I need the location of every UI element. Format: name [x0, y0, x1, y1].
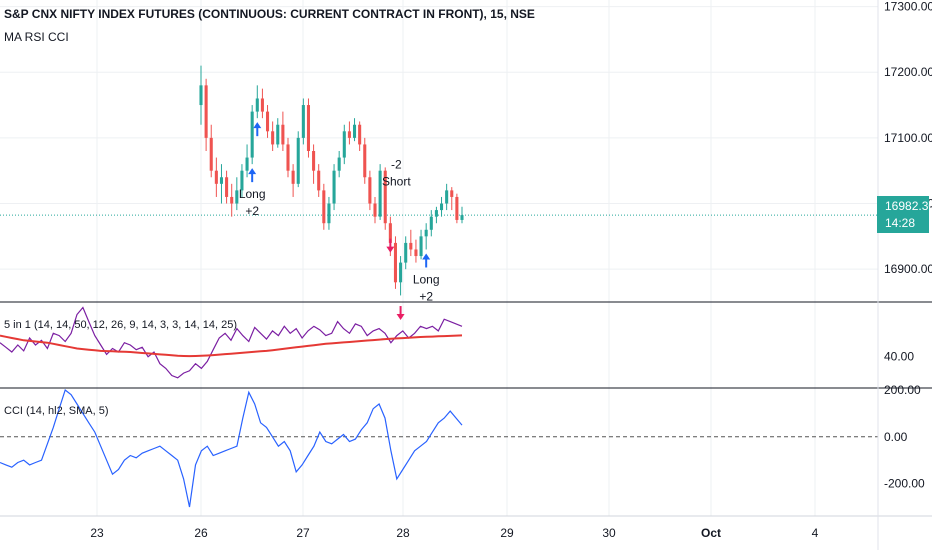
grid-lines — [0, 0, 878, 516]
candle-body — [414, 249, 418, 257]
candle-body — [409, 242, 413, 250]
rsi-legend: 5 in 1 (14, 14, 50, 12, 26, 9, 14, 3, 3,… — [4, 319, 237, 331]
candle-body — [455, 196, 459, 220]
candle-body — [439, 203, 444, 211]
candle-body — [383, 170, 387, 224]
candle-body — [265, 111, 270, 132]
series-line — [0, 388, 463, 508]
price-tick-label: 17300.00 — [884, 0, 932, 14]
candle-body — [373, 203, 377, 217]
candle-body — [363, 144, 367, 178]
candle-body — [199, 85, 203, 106]
price-tick-label: 16900.00 — [884, 262, 932, 276]
candle-body — [276, 124, 280, 145]
candle-body — [342, 131, 346, 158]
signal-label: Long — [413, 272, 440, 286]
candle-body — [352, 124, 357, 138]
indicator-tick-label: 40.00 — [884, 350, 914, 364]
signal-label: Long — [239, 187, 266, 201]
candle-body — [368, 177, 372, 204]
price-pane: Long +2 -2 Short Long +2 — [0, 65, 878, 321]
candle-body — [245, 157, 249, 171]
indicator-list-label: MA RSI CCI — [4, 30, 69, 44]
indicator-tick-label: -200.00 — [884, 477, 925, 491]
candle-body — [250, 111, 254, 158]
cci-legend: CCI (14, hl2, SMA, 5) — [4, 405, 109, 417]
chart-title: S&P CNX NIFTY INDEX FUTURES (CONTINUOUS:… — [4, 7, 535, 21]
candle-body — [301, 105, 305, 138]
candle-body — [388, 223, 392, 243]
candle-body — [225, 177, 229, 197]
candle-body — [291, 170, 295, 184]
buy-arrow-icon — [248, 168, 257, 175]
buy-arrow-icon — [422, 253, 431, 260]
candle-body — [393, 242, 398, 283]
last-price-tag-bg — [877, 196, 929, 233]
price-tick-label: 17100.00 — [884, 131, 932, 145]
candle-body — [271, 131, 275, 145]
candle-body — [204, 85, 208, 138]
x-tick-label: 23 — [90, 526, 104, 540]
x-tick-label: 4 — [812, 526, 819, 540]
x-tick-label: 27 — [296, 526, 310, 540]
candle-body — [209, 137, 213, 171]
buy-arrow-icon — [253, 122, 262, 129]
indicator-tick-label: 0.00 — [884, 430, 908, 444]
candle-body — [281, 124, 285, 145]
candle-body — [214, 170, 218, 184]
signal-label: Short — [382, 175, 411, 189]
candle-body — [255, 98, 259, 112]
last-price-tag: 16982.30 14:28 — [877, 196, 932, 233]
candle-body — [296, 137, 300, 184]
candle-body — [337, 157, 341, 171]
candle-body — [399, 262, 403, 283]
candle-body — [445, 190, 449, 204]
candle-body — [235, 190, 239, 204]
indicator-tick-label: 200.00 — [884, 383, 921, 397]
x-tick-label: 29 — [500, 526, 514, 540]
series-line — [0, 334, 463, 358]
candle-body — [322, 190, 326, 224]
x-tick-label: 30 — [602, 526, 616, 540]
candle-body — [219, 177, 224, 184]
candle-body — [419, 236, 423, 257]
x-tick-label: 26 — [194, 526, 208, 540]
candle-body — [332, 170, 336, 204]
sell-arrow-icon — [396, 314, 405, 321]
candle-body — [460, 215, 464, 220]
bar-countdown: 14:28 — [885, 216, 915, 230]
candle-body — [312, 151, 316, 171]
candle-body — [429, 216, 433, 230]
last-price-value: 16982.30 — [885, 199, 932, 213]
signal-label: +2 — [245, 204, 259, 218]
candle-body — [327, 203, 331, 224]
candle-body — [240, 170, 244, 191]
candle-body — [306, 105, 311, 151]
cci-pane — [0, 388, 878, 508]
candle-body — [358, 124, 362, 145]
series-line — [0, 306, 463, 379]
candle-body — [450, 190, 454, 197]
signal-label: +2 — [419, 289, 433, 303]
candle-body — [260, 98, 264, 112]
candle-body — [424, 229, 428, 237]
signal-label: -2 — [391, 158, 402, 172]
candle-body — [434, 210, 438, 217]
candle-body — [286, 144, 290, 171]
rsi-pane — [0, 306, 463, 379]
candle-body — [404, 242, 408, 263]
x-tick-label: Oct — [701, 526, 721, 540]
candle-body — [378, 170, 382, 217]
candle-body — [317, 170, 321, 191]
x-tick-label: 28 — [396, 526, 410, 540]
sell-arrow-icon — [386, 246, 395, 253]
candle-body — [230, 196, 234, 204]
price-tick-label: 17200.00 — [884, 65, 932, 79]
candle-body — [347, 131, 351, 138]
